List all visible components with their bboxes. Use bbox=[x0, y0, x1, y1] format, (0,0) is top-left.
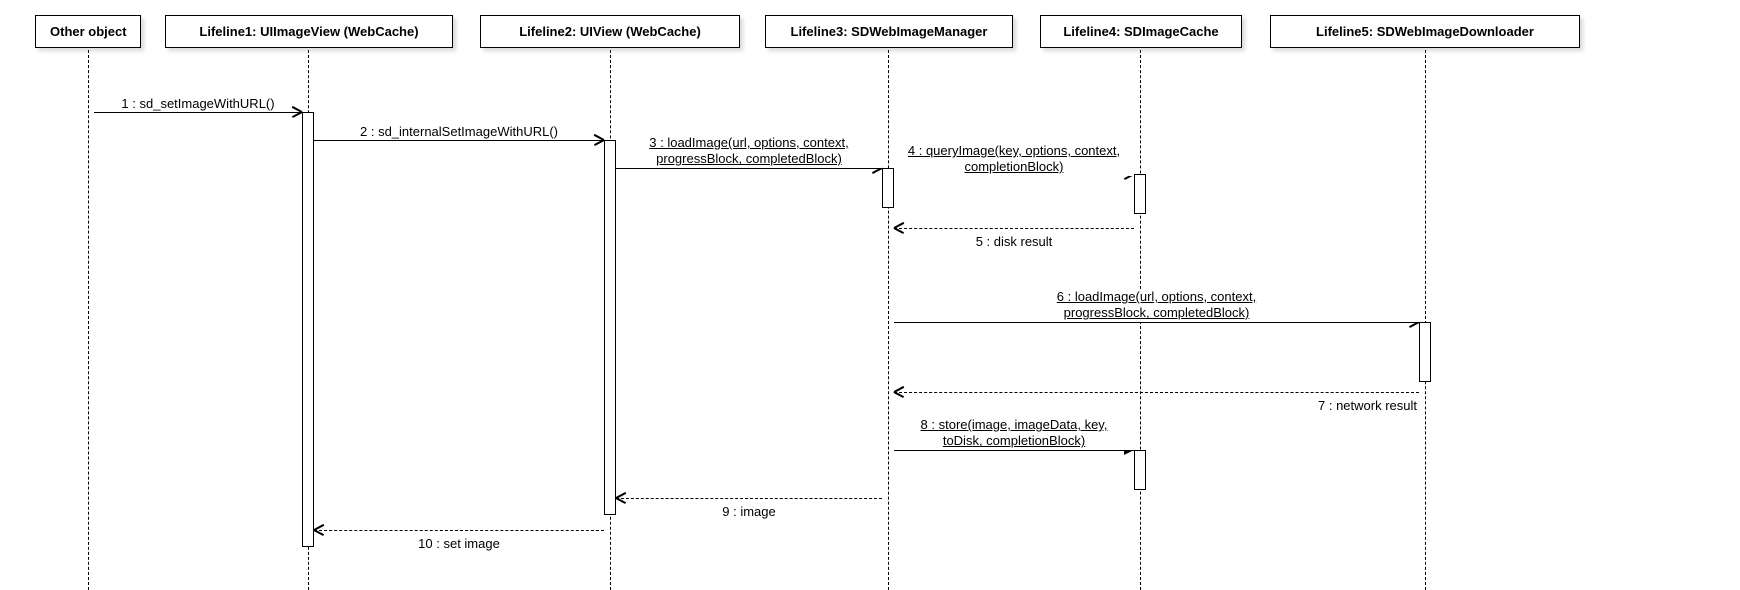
lifeline-header-l1: Lifeline1: UIImageView (WebCache) bbox=[165, 15, 453, 48]
message-line-3 bbox=[616, 168, 882, 169]
activation-l5-4 bbox=[1419, 322, 1431, 382]
message-label-4: 4 : queryImage(key, options, context,com… bbox=[894, 143, 1134, 176]
message-line-8 bbox=[894, 450, 1134, 451]
lifeline-header-l2: Lifeline2: UIView (WebCache) bbox=[480, 15, 740, 48]
message-line-5 bbox=[894, 228, 1134, 229]
activation-l4-3 bbox=[1134, 174, 1146, 214]
message-line-10 bbox=[314, 530, 604, 531]
lifeline-header-l4: Lifeline4: SDImageCache bbox=[1040, 15, 1242, 48]
message-label-7: 7 : network result bbox=[1316, 398, 1419, 413]
activation-l1-0 bbox=[302, 112, 314, 547]
message-label-2: 2 : sd_internalSetImageWithURL() bbox=[358, 124, 560, 139]
lifeline-header-l5: Lifeline5: SDWebImageDownloader bbox=[1270, 15, 1580, 48]
message-line-6 bbox=[894, 322, 1419, 323]
lifeline-line-l3 bbox=[888, 50, 889, 590]
activation-l2-1 bbox=[604, 140, 616, 515]
message-label-1: 1 : sd_setImageWithURL() bbox=[119, 96, 276, 111]
message-line-7 bbox=[894, 392, 1419, 393]
message-label-10: 10 : set image bbox=[416, 536, 502, 551]
message-label-3: 3 : loadImage(url, options, context,prog… bbox=[616, 135, 882, 168]
message-label-5: 5 : disk result bbox=[974, 234, 1055, 249]
lifeline-header-other: Other object bbox=[35, 15, 141, 48]
lifeline-line-other bbox=[88, 50, 89, 590]
message-line-9 bbox=[616, 498, 882, 499]
lifeline-header-l3: Lifeline3: SDWebImageManager bbox=[765, 15, 1013, 48]
message-label-9: 9 : image bbox=[720, 504, 777, 519]
lifeline-line-l5 bbox=[1425, 50, 1426, 590]
message-line-1 bbox=[94, 112, 302, 113]
message-label-6: 6 : loadImage(url, options, context,prog… bbox=[894, 289, 1419, 322]
activation-l4-5 bbox=[1134, 450, 1146, 490]
message-line-2 bbox=[314, 140, 604, 141]
activation-l3-2 bbox=[882, 168, 894, 208]
message-label-8: 8 : store(image, imageData, key,toDisk, … bbox=[894, 417, 1134, 450]
